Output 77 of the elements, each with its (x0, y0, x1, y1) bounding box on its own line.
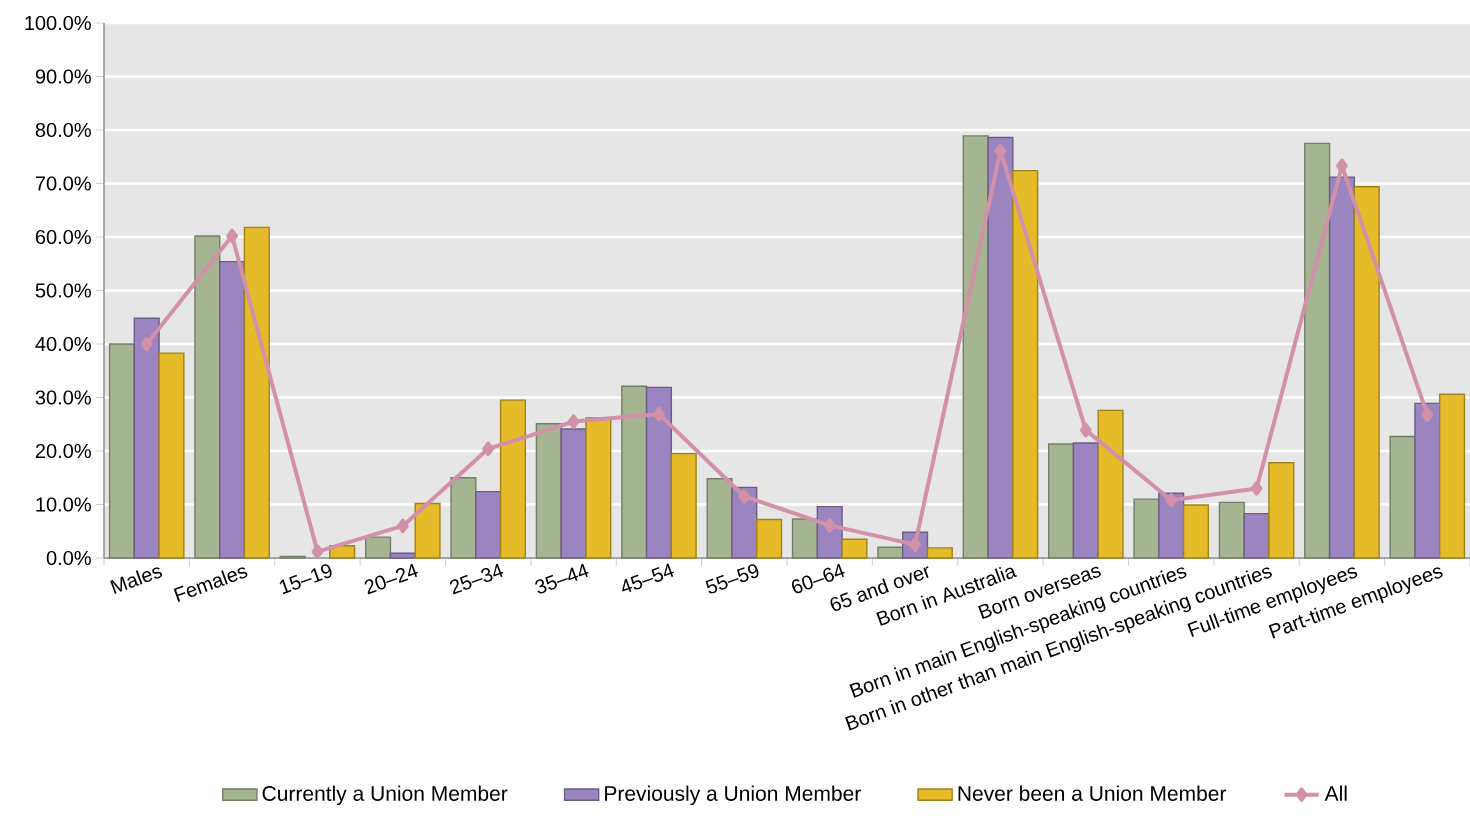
bar (706, 478, 733, 559)
bar (1047, 443, 1075, 559)
point (1079, 422, 1092, 438)
bar (1268, 462, 1295, 559)
point (396, 518, 409, 534)
bar (585, 417, 612, 559)
point (1421, 407, 1434, 422)
point (1165, 493, 1178, 508)
x-tick-label: 25–34 (449, 563, 504, 595)
bar (1182, 504, 1210, 559)
y-tick-label: 80.0% (35, 122, 91, 138)
x-tick-label: 45–54 (622, 563, 674, 593)
bar (1328, 176, 1356, 559)
bar (1243, 512, 1270, 559)
point (482, 441, 495, 457)
bar (1158, 492, 1185, 559)
bar (1389, 435, 1416, 559)
y-tick-label: 20.0% (35, 443, 91, 459)
y-tick-label: 50.0% (35, 283, 91, 298)
bar (194, 235, 221, 559)
x-tick-label: 35–44 (535, 563, 589, 594)
bar (1414, 402, 1441, 559)
bar (731, 486, 758, 559)
point (1250, 481, 1263, 496)
bar (1304, 142, 1331, 559)
x-tick-label: 20–24 (364, 563, 418, 595)
bar (621, 385, 648, 559)
legend-label: Currently a Union Member (262, 785, 508, 806)
point (311, 544, 324, 559)
bar (1218, 501, 1245, 559)
bar (645, 386, 673, 559)
x-tick-label: 60–64 (791, 563, 845, 594)
point (567, 414, 580, 429)
bar (1072, 442, 1099, 559)
y-tick-label: 90.0% (35, 69, 91, 84)
bar (475, 490, 502, 559)
bar (560, 428, 587, 559)
bar (1133, 498, 1160, 559)
bar (414, 502, 441, 559)
bar (791, 518, 819, 559)
bar (133, 317, 160, 559)
y-tick-label: 40.0% (35, 336, 91, 352)
point (140, 336, 153, 352)
y-tick-label: 70.0% (35, 176, 91, 191)
bar (218, 260, 246, 559)
bar (1353, 186, 1380, 559)
bar (364, 536, 392, 559)
bar (1012, 169, 1039, 559)
bar (243, 226, 270, 559)
bar (450, 477, 477, 559)
point (653, 406, 665, 422)
legend-label: All (1324, 785, 1347, 801)
point (226, 228, 238, 244)
x-tick-label: 15–19 (279, 564, 332, 595)
bar (158, 352, 185, 559)
bar (389, 552, 416, 559)
y-tick-label: 0.0% (46, 550, 91, 566)
legend-label: Previously a Union Member (605, 785, 861, 806)
bar (756, 518, 783, 559)
bar (1439, 393, 1466, 559)
bar (499, 399, 527, 559)
x-tick-label: 55–59 (705, 564, 759, 594)
point (738, 489, 751, 504)
bar (877, 546, 904, 559)
bar (108, 343, 136, 559)
bar (1097, 409, 1124, 559)
bar (987, 136, 1014, 559)
y-tick-label: 60.0% (35, 229, 91, 245)
bar (926, 547, 953, 559)
bar (329, 545, 356, 559)
y-tick-label: 100.0% (25, 15, 91, 31)
y-tick-label: 10.0% (36, 497, 91, 512)
y-tick-label: 30.0% (35, 390, 91, 405)
legend-label: Never been a Union Member (958, 785, 1227, 801)
bar (670, 452, 697, 559)
bar (841, 538, 868, 559)
x-tick-label: Males (110, 567, 163, 594)
